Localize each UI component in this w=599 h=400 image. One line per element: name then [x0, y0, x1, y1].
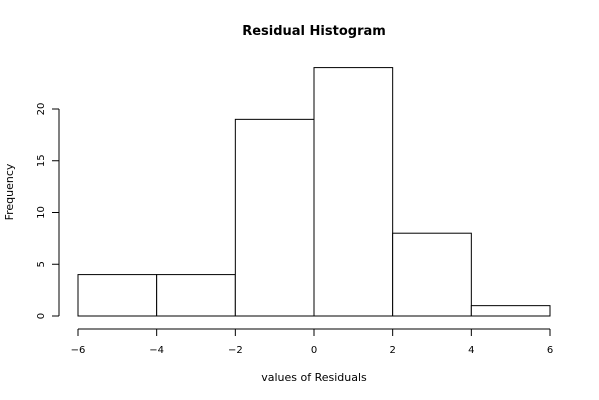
x-axis-label: values of Residuals: [261, 371, 367, 384]
x-tick-label: 2: [389, 345, 395, 356]
x-axis: −6 −4 −2 0 2 4 6: [71, 328, 553, 356]
y-tick-label: 20: [36, 103, 47, 116]
histogram-bar: [392, 232, 472, 317]
y-axis: 0 5 10 15 20: [36, 103, 60, 319]
x-tick-label: 4: [468, 345, 474, 356]
histogram-bar: [156, 274, 236, 317]
y-tick-label: 0: [36, 313, 47, 319]
y-axis-label: Frequency: [3, 163, 16, 220]
x-tick-label: −2: [228, 345, 243, 356]
histogram-bar: [470, 305, 551, 317]
y-tick-label: 15: [36, 154, 47, 167]
histogram-bar: [234, 118, 315, 317]
x-tick-label: 6: [547, 345, 553, 356]
x-tick-label: −6: [71, 345, 86, 356]
y-tick-label: 10: [36, 206, 47, 219]
bars-group: [77, 67, 551, 317]
histogram-bar: [313, 67, 394, 317]
x-tick-label: 0: [311, 345, 317, 356]
histogram-bar: [77, 274, 158, 317]
y-tick-label: 5: [36, 261, 47, 267]
chart-title: Residual Histogram: [242, 24, 386, 39]
x-tick-label: −4: [149, 345, 164, 356]
